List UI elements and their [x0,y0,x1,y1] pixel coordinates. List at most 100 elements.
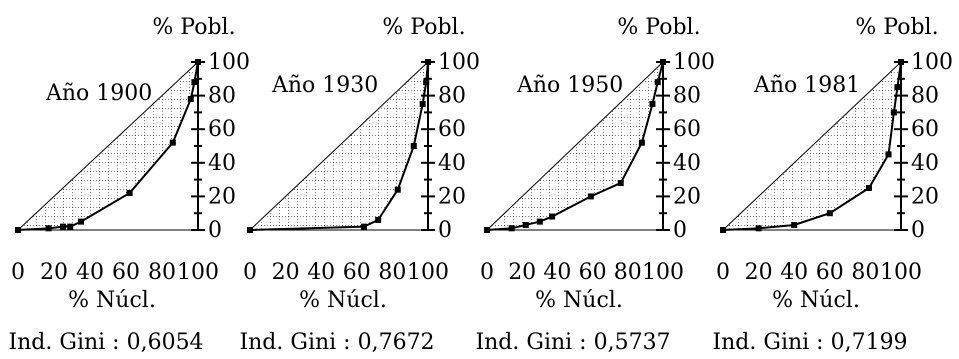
y-axis-title: % Pobl. [382,15,465,40]
x-tick-label: 40 [76,260,104,285]
panel-title: Año 1930 [271,73,378,98]
y-axis-title: % Pobl. [855,15,938,40]
data-point [508,225,515,232]
x-tick-label: 60 [343,260,371,285]
data-point [60,223,66,230]
gini-index-label: Ind. Gini : 0,5737 [475,330,670,355]
x-tick-label: 100 [642,260,684,285]
y-tick-label: 60 [438,117,466,142]
y-tick-label: 20 [673,184,701,209]
data-point [410,143,417,149]
data-point [375,216,382,223]
x-tick-label: 60 [112,260,140,285]
data-point [423,79,430,86]
data-point [126,190,133,197]
data-point [536,218,543,225]
x-tick-label: 40 [307,260,335,285]
data-point [78,218,84,225]
x-tick-label: 60 [816,260,844,285]
data-point [522,221,529,228]
x-tick-label: 80 [851,260,879,285]
x-tick-label: 0 [243,260,257,285]
x-tick-label: 0 [11,260,25,285]
y-tick-label: 20 [911,184,939,209]
y-tick-label: 40 [911,151,939,176]
data-point [865,185,872,191]
y-tick-label: 80 [673,84,701,109]
y-axis-title: % Pobl. [152,15,235,40]
x-tick-label: 100 [407,260,449,285]
data-point [638,139,645,146]
x-axis-title: % Núcl. [535,288,623,313]
data-point [360,223,367,230]
x-tick-label: 20 [745,260,773,285]
x-tick-label: 0 [480,260,494,285]
data-point [649,101,656,107]
data-point [169,139,176,146]
gini-index-label: Ind. Gini : 0,7672 [239,330,434,355]
data-point [587,193,594,200]
equality-line [249,61,429,231]
panel-title: Año 1950 [516,73,623,98]
data-point [885,151,892,158]
data-point [654,79,661,86]
data-point [549,213,556,220]
data-point [791,221,798,228]
y-tick-label: 60 [911,117,939,142]
data-point [187,95,194,102]
x-tick-label: 20 [508,260,536,285]
gini-index-label: Ind. Gini : 0,6054 [8,330,203,355]
x-axis-title: % Núcl. [299,288,387,313]
y-tick-label: 0 [438,218,452,243]
y-tick-label: 40 [438,151,466,176]
y-tick-label: 60 [673,117,701,142]
y-tick-label: 80 [911,84,939,109]
x-tick-label: 100 [880,260,922,285]
data-point [826,210,833,217]
y-tick-label: 40 [208,151,236,176]
data-point [45,225,52,232]
y-tick-label: 100 [208,50,250,75]
y-tick-label: 100 [673,50,715,75]
x-axis-title: % Núcl. [772,288,860,313]
y-tick-label: 40 [673,151,701,176]
y-tick-label: 100 [438,50,480,75]
y-tick-label: 60 [208,117,236,142]
x-tick-label: 60 [579,260,607,285]
x-tick-label: 80 [614,260,642,285]
x-tick-label: 20 [272,260,300,285]
equality-line [722,61,902,231]
x-tick-label: 0 [716,260,730,285]
x-tick-label: 100 [177,260,219,285]
data-point [394,186,401,193]
x-tick-label: 80 [148,260,176,285]
y-tick-label: 0 [911,218,925,243]
lorenz-curve-line [17,61,199,231]
x-axis-title: % Núcl. [68,288,156,313]
data-point [894,84,901,91]
data-point [617,179,624,186]
y-axis-title: % Pobl. [617,15,700,40]
y-tick-label: 20 [208,184,236,209]
equality-line [486,61,664,231]
x-tick-label: 40 [543,260,571,285]
data-point [890,109,897,116]
data-point [67,223,74,230]
x-tick-label: 80 [378,260,406,285]
data-point [419,101,426,107]
gini-index-label: Ind. Gini : 0,7199 [712,330,907,355]
x-tick-label: 20 [40,260,68,285]
panel-title: Año 1981 [753,73,860,98]
y-tick-label: 20 [438,184,466,209]
data-point [755,225,762,232]
y-tick-label: 80 [438,84,466,109]
data-point [191,79,198,86]
y-tick-label: 0 [208,218,222,243]
panel-title: Año 1900 [45,81,152,106]
y-tick-label: 80 [208,84,236,109]
